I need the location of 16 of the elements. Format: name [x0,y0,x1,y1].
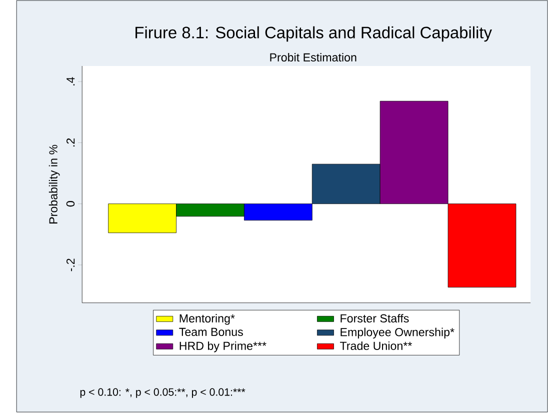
legend-label: Team Bonus [179,328,243,336]
legend-label: Mentoring* [180,314,235,326]
y-tick-label: .2 [66,138,75,147]
legend-label: Trade Union** [340,342,412,350]
y-tick-label: 0 [66,201,75,207]
y-tick-label: .4 [66,77,75,86]
text: p < 0.05:**, [136,388,188,398]
chart-title: Firure 8.1: Social Capitals and Radical Capability [136,26,492,42]
legend-label: Employee Ownership* [340,328,454,339]
text: p < 0.01:*** [192,388,246,398]
y-tick-label: -.2 [66,258,75,272]
text: p < 0.10: *, [80,388,132,398]
legend-label: HRD by Prime*** [180,342,266,353]
y-axis-title: Probability in % [48,145,60,224]
legend-label: Forster Staffs [340,314,409,323]
chart-subtitle: Probit Estimation [270,53,356,62]
